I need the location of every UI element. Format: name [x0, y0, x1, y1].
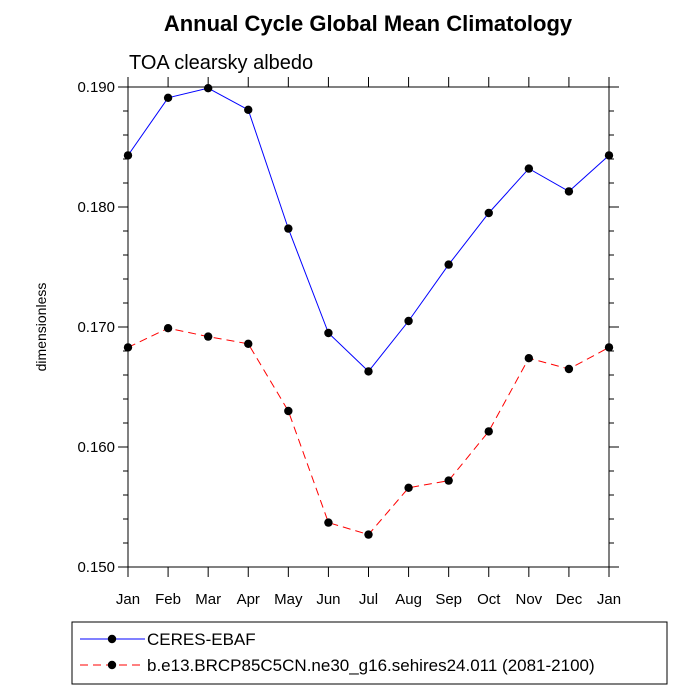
plot-frame — [127, 86, 610, 568]
y-axis-label: dimensionless — [33, 283, 49, 372]
x-tick-label: Apr — [237, 591, 260, 608]
series-1-point — [444, 260, 453, 269]
series-1-point — [284, 224, 293, 233]
series-2-point — [123, 343, 133, 352]
x-tick-label: Jan — [116, 591, 140, 608]
series-line-2 — [127, 327, 610, 536]
y-tick-label: 0.160 — [77, 439, 115, 456]
legend-marker-2 — [107, 660, 117, 670]
series-layer — [123, 84, 614, 539]
x-tick-label: Feb — [155, 591, 181, 608]
legend: CERES-EBAF b.e13.BRCP85C5CN.ne30_g16.sehi… — [80, 630, 595, 675]
x-tick-label: Mar — [195, 591, 221, 608]
series-2-point — [203, 332, 213, 341]
x-tick-label: Jan — [597, 591, 621, 608]
series-1-point — [203, 84, 213, 93]
series-2-point — [604, 343, 614, 352]
y-tick-label: 0.150 — [77, 559, 115, 576]
series-2-point — [244, 339, 253, 348]
series-line-1 — [127, 87, 610, 373]
legend-label-2: b.e13.BRCP85C5CN.ne30_g16.sehires24.011 … — [147, 656, 595, 675]
series-2-point — [564, 364, 574, 374]
series-1-point — [163, 93, 173, 103]
series-1-point — [123, 151, 133, 160]
legend-label-1: CERES-EBAF — [147, 630, 256, 649]
x-tick-label: Jul — [359, 591, 378, 608]
series-2-point — [163, 324, 173, 333]
series-2-point — [444, 476, 453, 485]
x-tick-label: Nov — [515, 591, 542, 608]
x-tick-label: Aug — [395, 591, 422, 608]
series-2-point — [284, 406, 293, 416]
y-tick-label: 0.170 — [77, 319, 115, 336]
chart-subtitle: TOA clearsky albedo — [129, 52, 313, 74]
series-1-point — [524, 164, 534, 173]
x-tick-label: Oct — [477, 591, 501, 608]
y-tick-label: 0.180 — [77, 199, 115, 216]
axis-ticks: 0.150 0.160 0.170 0.180 0.190 Jan Feb Mar Apr May… — [77, 77, 621, 608]
series-1-point — [244, 105, 253, 115]
series-2-point — [404, 483, 413, 492]
series-1-point — [564, 187, 574, 196]
series-1-point — [604, 151, 614, 160]
series-1-point — [324, 328, 333, 338]
series-1-point — [484, 208, 493, 218]
series-2-point — [324, 518, 333, 527]
series-1-point — [364, 367, 373, 376]
x-tick-label: Sep — [435, 591, 462, 608]
series-2-point — [484, 427, 493, 436]
x-tick-label: Jun — [316, 591, 340, 608]
y-tick-label: 0.190 — [77, 79, 115, 96]
series-2-point — [364, 530, 373, 539]
legend-box — [71, 621, 668, 685]
series-1-point — [404, 316, 413, 326]
series-2-point — [524, 354, 534, 363]
x-tick-label: Dec — [556, 591, 583, 608]
legend-marker-1 — [107, 634, 117, 644]
chart-title: Annual Cycle Global Mean Climatology — [164, 11, 573, 36]
x-tick-label: May — [274, 591, 303, 608]
